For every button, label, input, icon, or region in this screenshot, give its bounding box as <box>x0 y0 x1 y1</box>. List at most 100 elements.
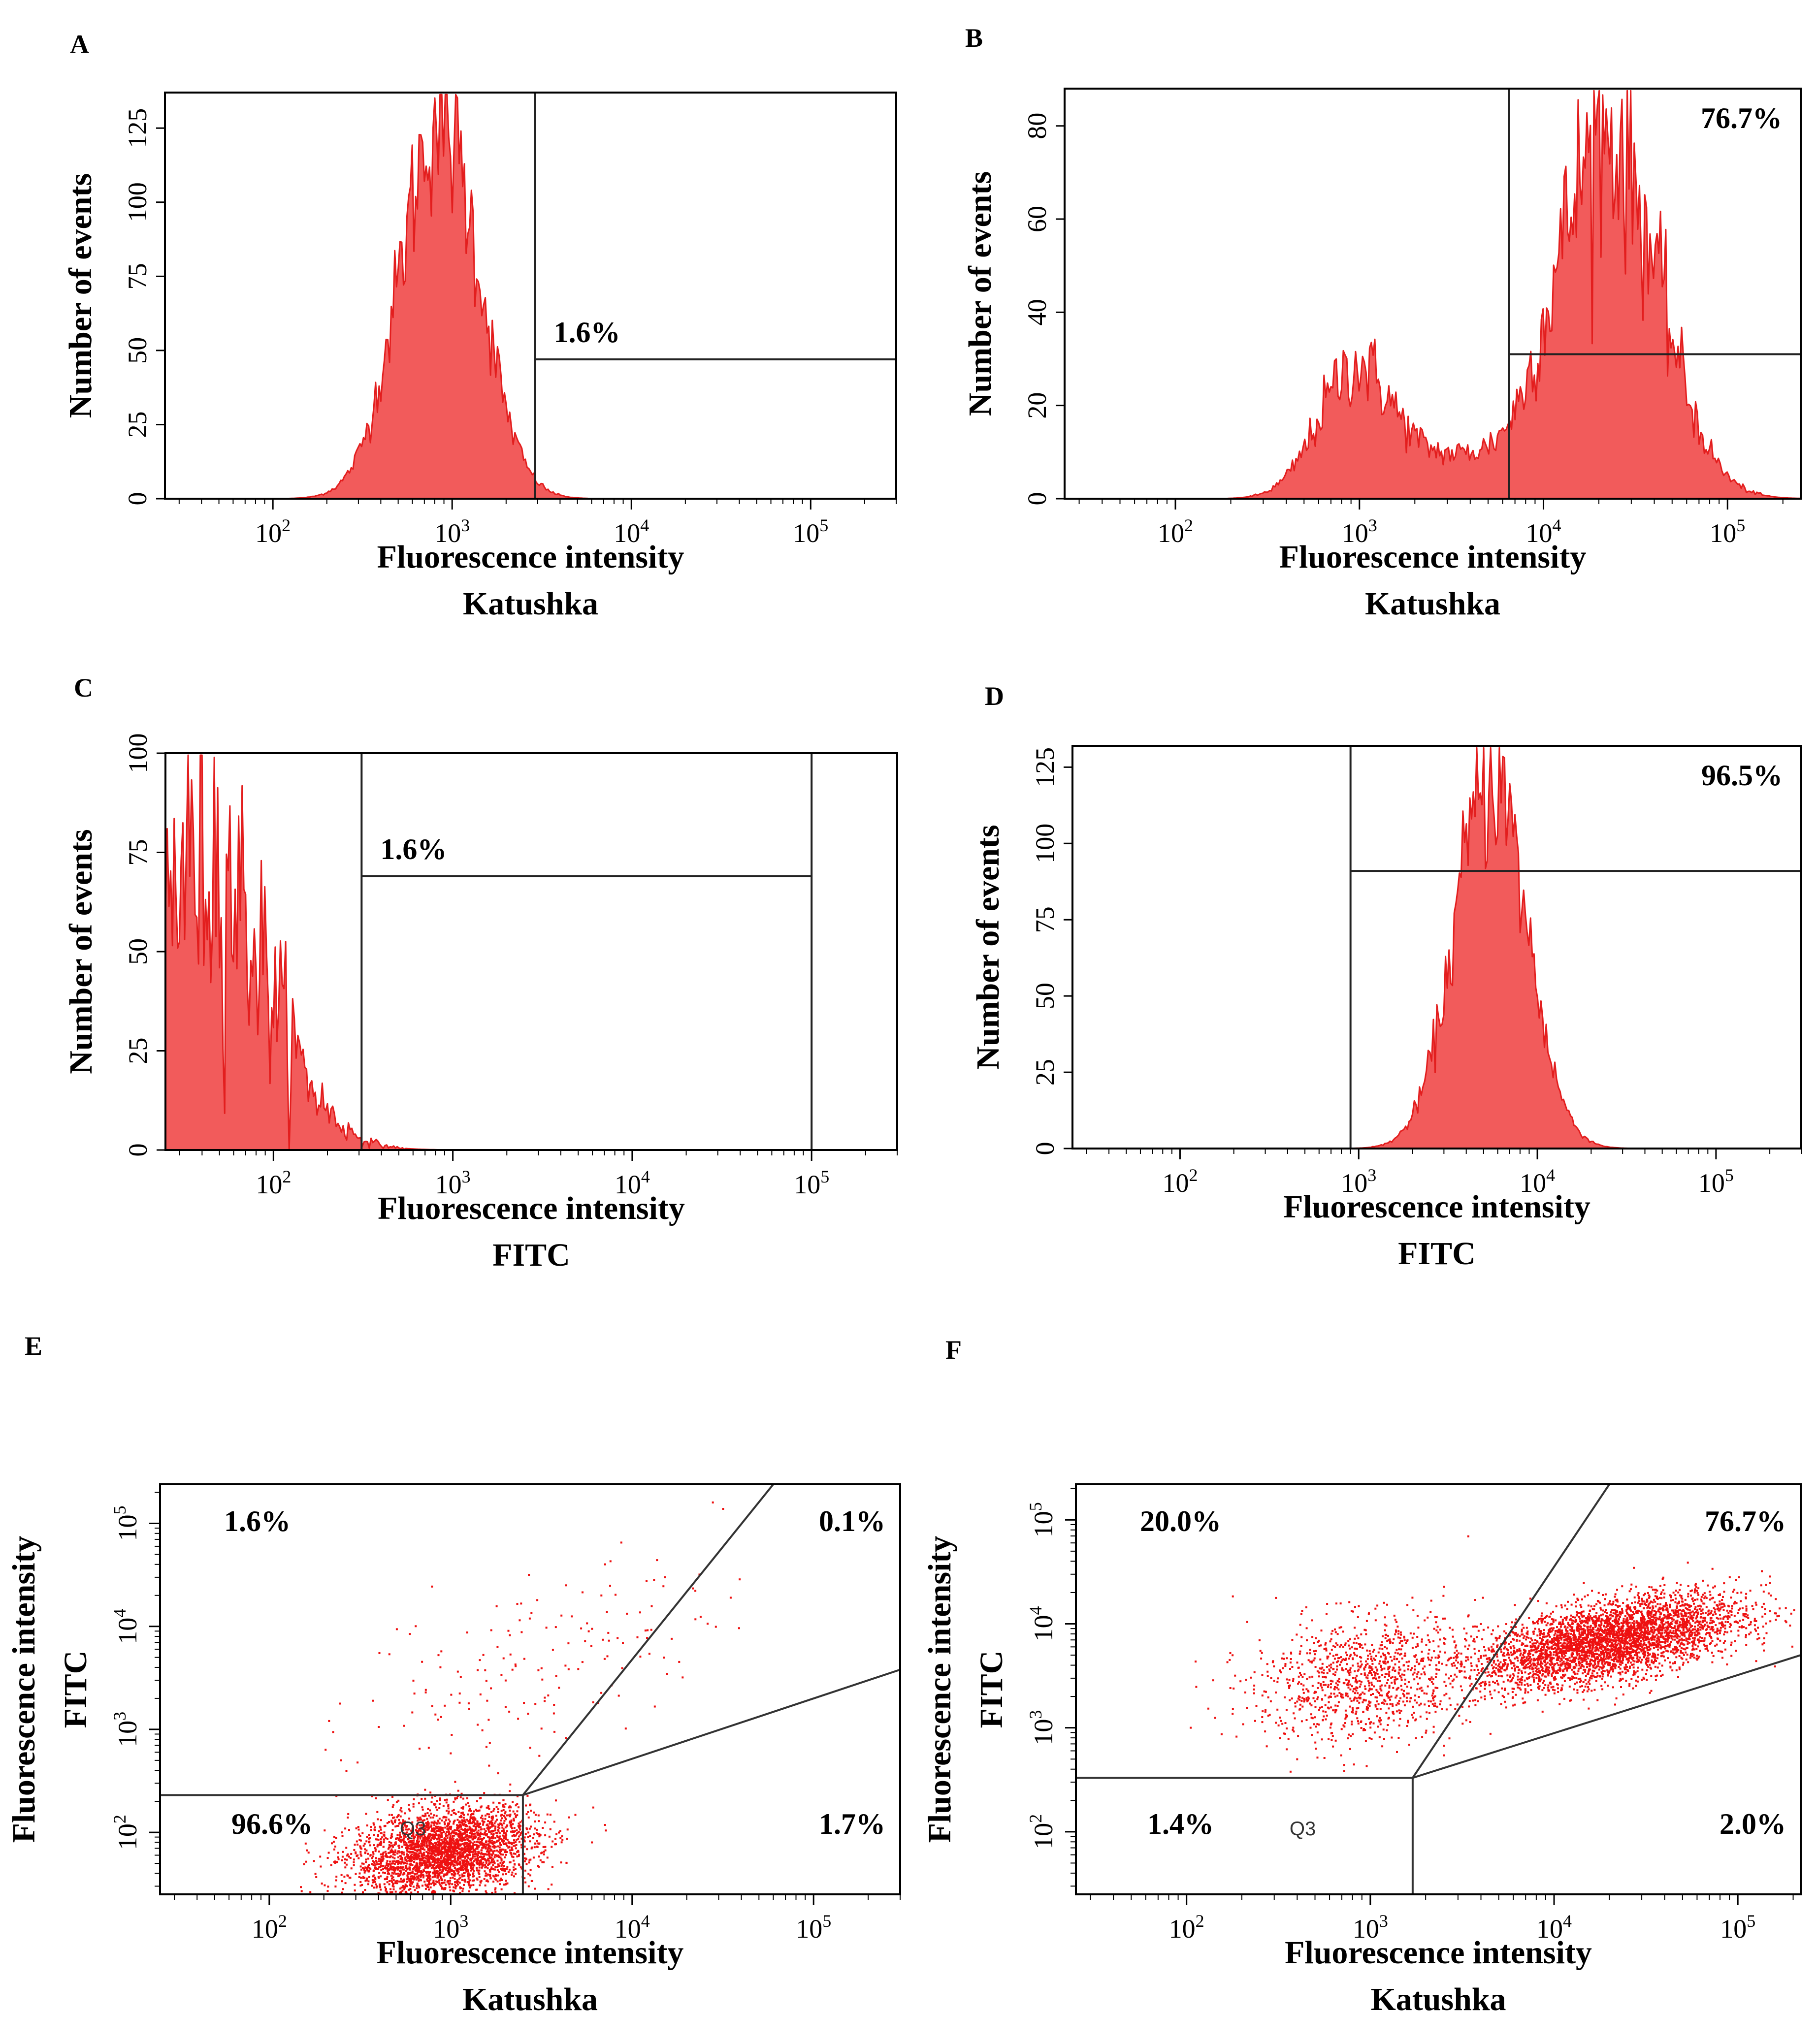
scatter-point <box>371 1884 373 1887</box>
scatter-point <box>413 1798 415 1800</box>
scatter-point <box>379 1886 382 1888</box>
scatter-point <box>327 1885 329 1888</box>
scatter-point <box>1728 1615 1730 1618</box>
scatter-point <box>454 1781 456 1783</box>
scatter-point <box>436 1858 438 1861</box>
scatter-point <box>456 1838 458 1841</box>
scatter-point <box>1622 1635 1624 1637</box>
scatter-point <box>407 1873 409 1875</box>
scatter-point <box>543 1861 545 1863</box>
tick-label: 105 <box>1720 1911 1755 1944</box>
scatter-point <box>1470 1656 1472 1659</box>
scatter-point <box>437 1837 439 1840</box>
scatter-point <box>385 1853 388 1855</box>
scatter-point <box>504 1849 507 1852</box>
scatter-point <box>375 1863 378 1866</box>
scatter-point <box>399 1887 401 1890</box>
scatter-point <box>461 1819 464 1821</box>
scatter-point <box>509 1821 511 1824</box>
scatter-point <box>1620 1611 1622 1614</box>
scatter-point <box>468 1874 471 1876</box>
scatter-point <box>408 1888 410 1891</box>
scatter-point <box>504 1851 506 1853</box>
scatter-point <box>447 1880 450 1882</box>
scatter-point <box>1551 1675 1553 1677</box>
scatter-point <box>443 1887 446 1889</box>
scatter-point <box>453 1886 455 1888</box>
scatter-point <box>377 1876 380 1878</box>
scatter-point <box>374 1881 376 1883</box>
scatter-point <box>1465 1656 1467 1659</box>
scatter-point <box>456 1862 459 1865</box>
scatter-point <box>434 1713 437 1716</box>
tick-label: 103 <box>435 1167 471 1199</box>
scatter-point <box>1745 1634 1747 1636</box>
scatter-point <box>405 1878 408 1881</box>
scatter-point <box>393 1853 396 1856</box>
scatter-point <box>471 1864 473 1866</box>
scatter-point <box>430 1825 432 1828</box>
scatter-point <box>1789 1625 1791 1627</box>
scatter-point <box>1603 1659 1605 1661</box>
scatter-point <box>372 1852 375 1855</box>
scatter-point <box>1574 1634 1576 1636</box>
scatter-point <box>400 1862 402 1865</box>
scatter-point <box>452 1860 454 1862</box>
scatter-point <box>459 1848 462 1851</box>
scatter-point <box>624 1727 627 1730</box>
scatter-point <box>431 1864 433 1867</box>
scatter-point <box>454 1847 456 1850</box>
scatter-point <box>350 1867 353 1870</box>
scatter-point <box>394 1819 397 1821</box>
scatter-point <box>1658 1662 1661 1665</box>
scatter-point <box>471 1820 474 1823</box>
scatter-point <box>469 1847 472 1849</box>
scatter-point <box>1685 1615 1687 1617</box>
scatter-point <box>1564 1642 1567 1645</box>
tick-base: 10 <box>433 1914 459 1944</box>
scatter-point <box>567 1668 570 1670</box>
scatter-point <box>484 1832 486 1834</box>
scatter-point <box>510 1853 513 1856</box>
scatter-point <box>440 1877 442 1880</box>
scatter-point <box>390 1880 393 1882</box>
scatter-point <box>444 1816 446 1819</box>
scatter-point <box>450 1693 453 1696</box>
scatter-point <box>515 1815 517 1817</box>
scatter-point <box>541 1678 544 1681</box>
scatter-point <box>616 1637 619 1639</box>
scatter-point <box>464 1824 467 1826</box>
scatter-point <box>1595 1612 1598 1614</box>
scatter-point <box>348 1855 350 1858</box>
scatter-point <box>1600 1652 1602 1655</box>
scatter-point <box>499 1852 501 1854</box>
scatter-point <box>399 1836 401 1839</box>
scatter-point <box>441 1820 443 1821</box>
scatter-point <box>484 1870 486 1873</box>
scatter-point <box>321 1883 323 1885</box>
scatter-point <box>510 1806 512 1809</box>
scatter-point <box>417 1871 419 1873</box>
scatter-point <box>496 1840 498 1842</box>
scatter-point <box>511 1835 514 1837</box>
scatter-point <box>496 1646 499 1648</box>
scatter-point <box>1602 1669 1604 1672</box>
scatter-point <box>492 1864 494 1866</box>
scatter-point <box>420 1833 422 1835</box>
scatter-point <box>459 1852 462 1854</box>
scatter-point <box>523 1845 526 1848</box>
scatter-point <box>537 1669 540 1671</box>
scatter-point <box>493 1822 496 1824</box>
scatter-point <box>1659 1608 1661 1610</box>
scatter-point <box>496 1850 498 1852</box>
scatter-point <box>515 1839 518 1841</box>
scatter-point <box>678 1661 681 1663</box>
scatter-point <box>443 1839 446 1842</box>
scatter-point <box>467 1878 470 1880</box>
quadrant-name-label: Q3 <box>400 1818 426 1840</box>
scatter-point <box>388 1821 390 1823</box>
scatter-point <box>401 1889 404 1892</box>
scatter-point <box>530 1847 533 1850</box>
scatter-point <box>414 1889 416 1891</box>
scatter-point <box>335 1837 337 1839</box>
